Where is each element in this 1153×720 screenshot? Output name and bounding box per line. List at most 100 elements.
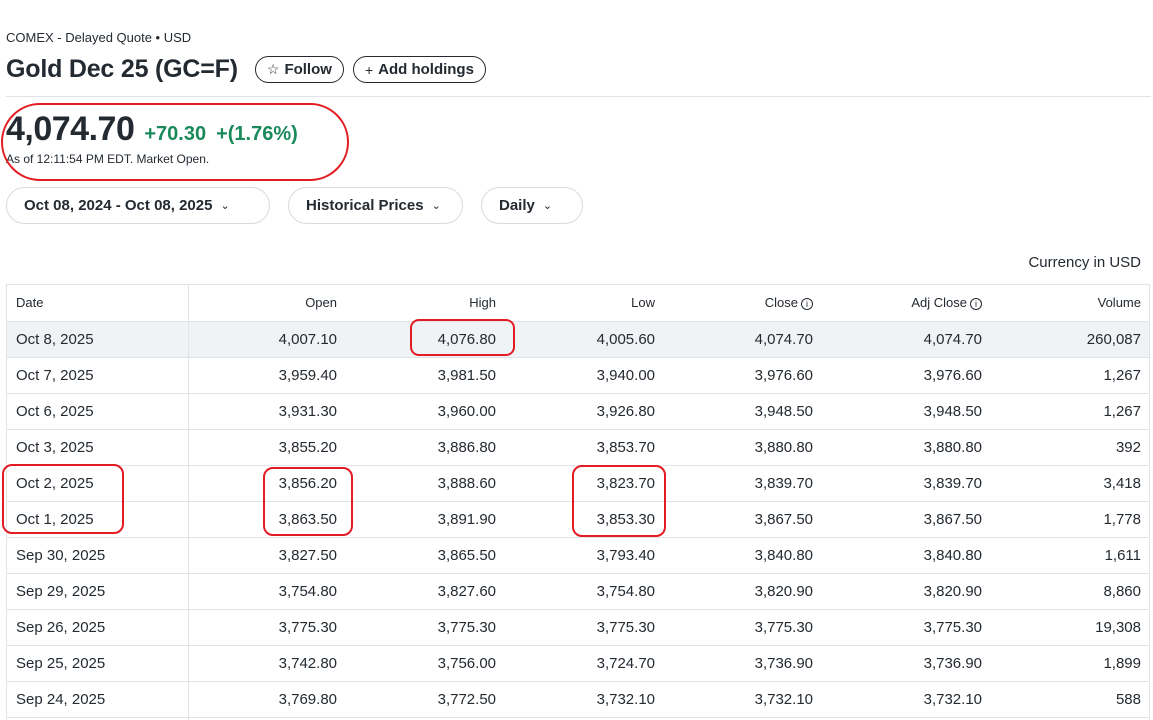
table-row: Oct 1, 2025 3,863.50 3,891.90 3,853.30 3,867…: [7, 500, 1149, 537]
cell-open: 3,754.80: [188, 572, 347, 609]
cell-close: 3,867.50: [665, 500, 823, 537]
cell-open: 3,931.30: [188, 392, 347, 429]
column-header-low: Low: [631, 295, 655, 311]
cell-date: Oct 8, 2025: [7, 320, 189, 357]
cell-low: 3,853.70: [506, 428, 665, 465]
currency-note: Currency in USD: [1028, 254, 1141, 271]
column-header-open: Open: [305, 295, 337, 311]
table-row: Oct 2, 2025 3,856.20 3,888.60 3,823.70 3,839…: [7, 464, 1149, 501]
cell-adj-close: 3,775.30: [823, 608, 992, 645]
follow-label: Follow: [284, 61, 332, 78]
cell-low: 3,793.40: [506, 536, 665, 573]
cell-low: 3,775.30: [506, 608, 665, 645]
table-row: Sep 30, 2025 3,827.50 3,865.50 3,793.40 3,84…: [7, 536, 1149, 573]
table-row: Sep 26, 2025 3,775.30 3,775.30 3,775.30 3,77…: [7, 608, 1149, 645]
header-divider: [6, 96, 1151, 97]
cell-high: 3,865.50: [347, 536, 506, 573]
cell-high: 3,756.00: [347, 644, 506, 681]
cell-date: Sep 26, 2025: [7, 608, 189, 645]
price-type-dropdown[interactable]: Historical Prices ⌄: [288, 187, 463, 224]
cell-open: 3,775.30: [188, 608, 347, 645]
cell-adj-close: 3,820.90: [823, 572, 992, 609]
column-header-date: Date: [7, 285, 189, 321]
cell-open: 4,007.10: [188, 320, 347, 357]
cell-close: 4,074.70: [665, 320, 823, 357]
cell-high: 3,891.90: [347, 500, 506, 537]
cell-volume: 3,208: [992, 716, 1149, 720]
cell-volume: 392: [992, 428, 1149, 465]
cell-adj-close: 3,867.50: [823, 500, 992, 537]
price-change-percent: +(1.76%): [216, 123, 298, 145]
cell-high: 4,076.80: [347, 320, 506, 357]
cell-open: 3,856.20: [188, 464, 347, 501]
current-price: 4,074.70: [6, 110, 135, 148]
cell-low: 3,754.80: [506, 572, 665, 609]
cell-low: 3,940.00: [506, 356, 665, 393]
cell-date: Oct 6, 2025: [7, 392, 189, 429]
cell-adj-close: 3,976.60: [823, 356, 992, 393]
cell-high: 3,824.60: [347, 716, 506, 720]
column-header-adj-close: Adj Close i: [823, 285, 992, 321]
cell-open: 3,855.20: [188, 428, 347, 465]
cell-close: 3,732.10: [665, 680, 823, 717]
info-icon[interactable]: i: [801, 298, 813, 311]
cell-volume: 19,308: [992, 608, 1149, 645]
table-row: Oct 3, 2025 3,855.20 3,886.80 3,853.70 3,880…: [7, 428, 1149, 465]
cell-volume: 1,899: [992, 644, 1149, 681]
column-header-volume: Volume: [1097, 295, 1141, 311]
cell-low: 3,823.70: [506, 464, 665, 501]
add-holdings-button[interactable]: + Add holdings: [352, 56, 486, 83]
table-row: Sep 24, 2025 3,769.80 3,772.50 3,732.10 3,73…: [7, 680, 1149, 717]
cell-date: Oct 3, 2025: [7, 428, 189, 465]
chevron-down-icon: ⌄: [431, 200, 441, 212]
table-row: Oct 6, 2025 3,931.30 3,960.00 3,926.80 3,948…: [7, 392, 1149, 429]
cell-adj-close: 3,732.10: [823, 680, 992, 717]
cell-close: 3,948.50: [665, 392, 823, 429]
cell-volume: 588: [992, 680, 1149, 717]
cell-high: 3,886.80: [347, 428, 506, 465]
cell-adj-close: 3,839.70: [823, 464, 992, 501]
table-row: Oct 8, 2025 4,007.10 4,076.80 4,005.60 4,074…: [7, 320, 1149, 357]
column-header-close: Close i: [665, 285, 823, 321]
price-change: +70.30: [144, 123, 207, 145]
cell-low: 3,724.70: [506, 644, 665, 681]
date-range-label: Oct 08, 2024 - Oct 08, 2025: [24, 197, 213, 214]
cell-volume: 3,418: [992, 464, 1149, 501]
cell-adj-close: 3,840.80: [823, 536, 992, 573]
cell-open: 3,827.50: [188, 536, 347, 573]
cell-close: 3,736.90: [665, 644, 823, 681]
cell-open: 3,863.50: [188, 500, 347, 537]
cell-date: Sep 24, 2025: [7, 680, 189, 717]
cell-high: 3,775.30: [347, 608, 506, 645]
cell-close: 3,840.80: [665, 536, 823, 573]
close-header-label: Close: [764, 295, 798, 311]
page-title: Gold Dec 25 (GC=F): [6, 55, 238, 83]
cell-open: 3,777.00: [188, 716, 347, 720]
cell-close: 3,976.60: [665, 356, 823, 393]
cell-volume: 1,778: [992, 500, 1149, 537]
cell-date: Oct 2, 2025: [7, 464, 189, 501]
date-range-dropdown[interactable]: Oct 08, 2024 - Oct 08, 2025 ⌄: [6, 187, 270, 224]
cell-close: 3,766.30: [665, 716, 823, 720]
frequency-dropdown[interactable]: Daily ⌄: [481, 187, 583, 224]
table-row: Oct 7, 2025 3,959.40 3,981.50 3,940.00 3,976…: [7, 356, 1149, 393]
cell-close: 3,880.80: [665, 428, 823, 465]
table-header-row: Date Open High Low Close i Adj Close i Vol…: [7, 285, 1149, 321]
cell-date: Oct 1, 2025: [7, 500, 189, 537]
cell-high: 3,827.60: [347, 572, 506, 609]
cell-high: 3,772.50: [347, 680, 506, 717]
info-icon[interactable]: i: [970, 298, 982, 311]
follow-button[interactable]: ☆ Follow: [254, 56, 344, 83]
cell-close: 3,820.90: [665, 572, 823, 609]
cell-open: 3,742.80: [188, 644, 347, 681]
cell-high: 3,960.00: [347, 392, 506, 429]
cell-date: Sep 25, 2025: [7, 644, 189, 681]
cell-high: 3,888.60: [347, 464, 506, 501]
quote-timestamp: As of 12:11:54 PM EDT. Market Open.: [6, 152, 210, 166]
cell-low: 3,853.30: [506, 500, 665, 537]
cell-low: 3,766.30: [506, 716, 665, 720]
quote-price-row: 4,074.70 +70.30 +(1.76%): [6, 110, 298, 149]
cell-close: 3,775.30: [665, 608, 823, 645]
historical-prices-table: Date Open High Low Close i Adj Close i Vol…: [6, 284, 1150, 720]
column-header-high: High: [469, 295, 496, 311]
